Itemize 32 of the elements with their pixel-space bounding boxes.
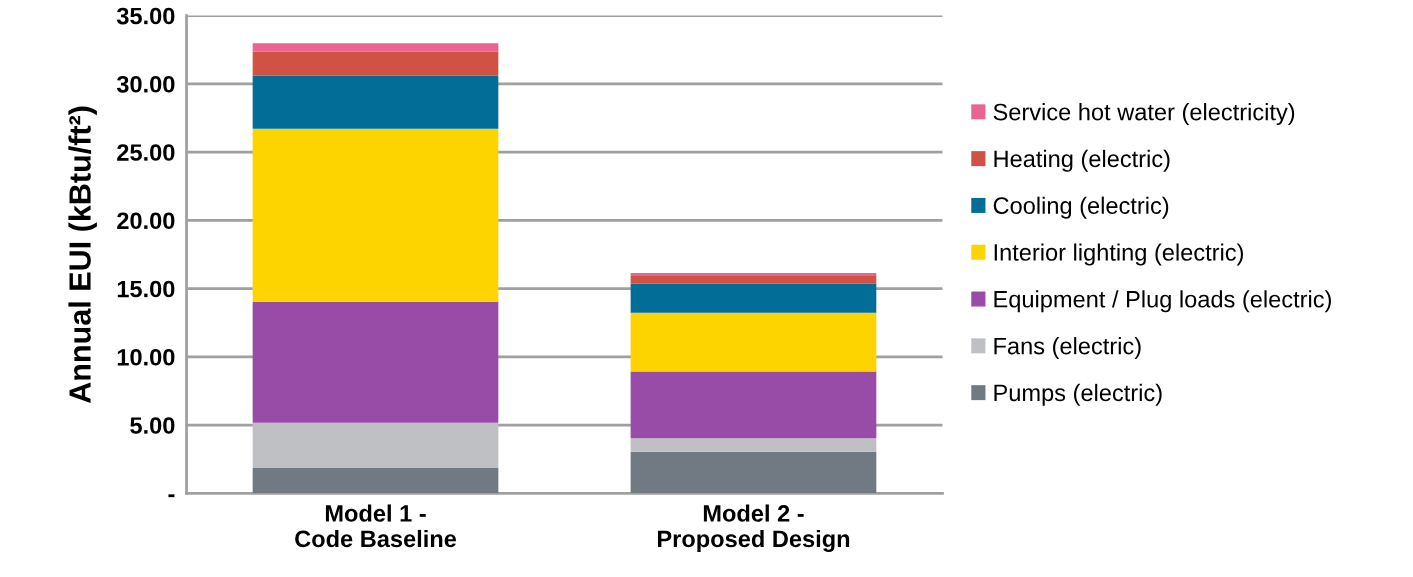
y-tick-label: 25.00 <box>117 144 175 161</box>
bar <box>630 283 877 313</box>
bar <box>252 422 499 469</box>
bar <box>252 75 499 129</box>
bar <box>252 301 499 423</box>
bar <box>252 468 499 494</box>
bar <box>630 371 877 439</box>
legend-label: Cooling (electric) <box>993 196 1169 219</box>
legend-label: Fans (electric) <box>994 337 1141 360</box>
bar <box>630 451 877 494</box>
y-axis-title: Annual EUI (kBtu/ft²) <box>68 106 97 404</box>
y-tick-label: 10.00 <box>117 348 175 366</box>
y-tick-label: 20.00 <box>117 212 175 230</box>
bar <box>252 43 499 52</box>
y-tick-label: - <box>168 494 175 498</box>
bar <box>630 438 877 452</box>
bar <box>630 275 877 284</box>
legend-label: Heating (electric) <box>994 149 1170 172</box>
bar <box>630 312 877 372</box>
bar <box>252 51 499 76</box>
legend-label: Interior lighting (electric) <box>994 243 1244 266</box>
legend-label: Pumps (electric) <box>994 383 1162 406</box>
bar <box>630 272 877 276</box>
y-tick-label: 30.00 <box>116 75 175 93</box>
y-tick-label: 35.00 <box>116 7 175 25</box>
y-tick-label: 15.00 <box>117 280 175 298</box>
x-tick-label: Model 1 - Code Baseline <box>295 504 457 548</box>
bar <box>252 128 499 302</box>
y-tick-label: 5.00 <box>130 417 175 434</box>
x-tick-label: Model 2 - Proposed Design <box>657 504 850 552</box>
legend-label: Equipment / Plug loads (electric) <box>994 290 1331 313</box>
legend-label: Service hot water (electricity) <box>993 103 1295 126</box>
